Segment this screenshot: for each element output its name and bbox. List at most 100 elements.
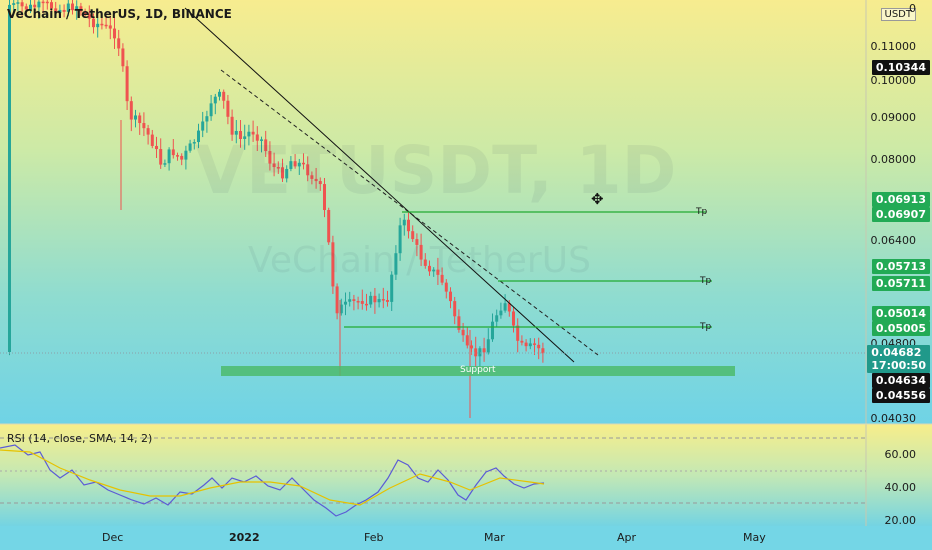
- candle-body: [188, 143, 192, 151]
- move-crosshair-icon[interactable]: ✥: [591, 190, 604, 208]
- candle-body: [16, 2, 20, 4]
- candle-body: [113, 28, 116, 39]
- candle-body: [58, 9, 62, 13]
- candle-body: [209, 103, 213, 117]
- candle-body: [507, 303, 511, 312]
- candle-body: [474, 348, 478, 357]
- candle-body: [327, 210, 331, 243]
- rsi-title[interactable]: RSI (14, close, SMA, 14, 2): [7, 432, 153, 445]
- time-axis-bg: [0, 526, 932, 550]
- chart-title: VeChain / TetherUS, 1D, BINANCE: [7, 7, 232, 21]
- candle-body: [432, 269, 436, 272]
- candle-body: [87, 14, 91, 19]
- candle-body: [155, 145, 158, 150]
- candle-body: [230, 116, 234, 135]
- price-axis-label: 0.08000: [870, 153, 917, 166]
- candle-body: [150, 134, 154, 146]
- candle-body: [197, 130, 200, 143]
- rsi-pane-bg: [0, 424, 932, 526]
- candle-body: [218, 91, 221, 97]
- candle-body: [310, 175, 314, 179]
- candle-body: [407, 219, 410, 232]
- candle-body: [436, 269, 440, 275]
- price-axis-label: 0.09000: [870, 111, 917, 124]
- candle-body: [503, 303, 507, 311]
- candle-body: [453, 301, 457, 317]
- candle-body: [125, 66, 129, 102]
- candle-body: [29, 4, 32, 10]
- candle-body: [134, 115, 137, 120]
- time-axis-label: Apr: [617, 531, 637, 544]
- candle-body: [159, 149, 163, 165]
- price-axis-label: 0.10000: [870, 74, 917, 87]
- candle-body: [411, 231, 415, 240]
- time-axis-label: Dec: [102, 531, 124, 544]
- price-tag: 0.05014: [871, 306, 930, 321]
- candle-body: [491, 321, 494, 340]
- price-tag: 0.05713: [871, 259, 930, 274]
- candle-body: [482, 348, 486, 353]
- support-zone: [221, 366, 735, 376]
- candle-body: [318, 181, 322, 185]
- candle-body: [486, 339, 490, 353]
- candle-body: [54, 8, 58, 13]
- candle-body: [419, 244, 423, 260]
- rsi-axis-label: 60.00: [884, 448, 917, 461]
- candle-body: [121, 48, 125, 67]
- candle-body: [138, 115, 142, 124]
- trendline: [184, 7, 575, 363]
- take-profit-label: Tp: [700, 322, 712, 332]
- candle-body: [440, 274, 444, 283]
- currency-selector[interactable]: USDT: [880, 8, 916, 21]
- candle-body: [180, 155, 184, 160]
- candle-body: [398, 225, 402, 254]
- candle-body: [461, 329, 465, 336]
- price-axis-label: 0.04030: [870, 412, 917, 425]
- candle-body: [239, 131, 242, 139]
- current-price: 0.04682: [871, 346, 922, 359]
- candle-body: [335, 286, 339, 314]
- candle-body: [302, 162, 305, 165]
- candle-body: [201, 121, 205, 131]
- current-price-tag: 0.04682 17:00:50: [867, 345, 930, 373]
- candle-body: [171, 149, 175, 156]
- candle-body: [465, 335, 469, 346]
- candle-body: [24, 6, 28, 10]
- candle-body: [50, 2, 53, 9]
- candle-body: [213, 96, 217, 104]
- candle-body: [117, 38, 121, 49]
- candle-body: [331, 242, 335, 287]
- candle-body: [129, 101, 133, 120]
- take-profit-label: Tp: [696, 207, 708, 217]
- candle-body: [541, 348, 545, 354]
- rsi-line: [0, 444, 545, 517]
- candle-body: [8, 4, 11, 353]
- price-tag: 0.05005: [871, 321, 930, 336]
- candle-body: [260, 139, 263, 141]
- candle-body: [381, 299, 385, 301]
- candle-body: [285, 168, 289, 179]
- candle-body: [449, 291, 452, 302]
- candle-body: [66, 3, 70, 12]
- candle-body: [386, 299, 389, 302]
- candle-body: [247, 131, 251, 137]
- candle-body: [457, 316, 461, 330]
- candle-body: [348, 299, 352, 302]
- candle-body: [428, 265, 431, 272]
- time-axis-label: 2022: [229, 531, 260, 544]
- candle-body: [314, 178, 318, 182]
- price-axis-label: 0.11000: [870, 40, 917, 53]
- candle-body: [516, 325, 520, 341]
- candle-body: [234, 131, 238, 135]
- candle-body: [533, 343, 536, 345]
- candle-body: [184, 150, 188, 160]
- candle-body: [297, 162, 301, 167]
- candle-body: [524, 342, 528, 347]
- candle-body: [79, 6, 83, 12]
- candle-body: [62, 9, 66, 12]
- candle-body: [293, 161, 297, 167]
- candle-body: [167, 149, 171, 164]
- candle-body: [394, 253, 398, 275]
- candle-body: [373, 295, 377, 303]
